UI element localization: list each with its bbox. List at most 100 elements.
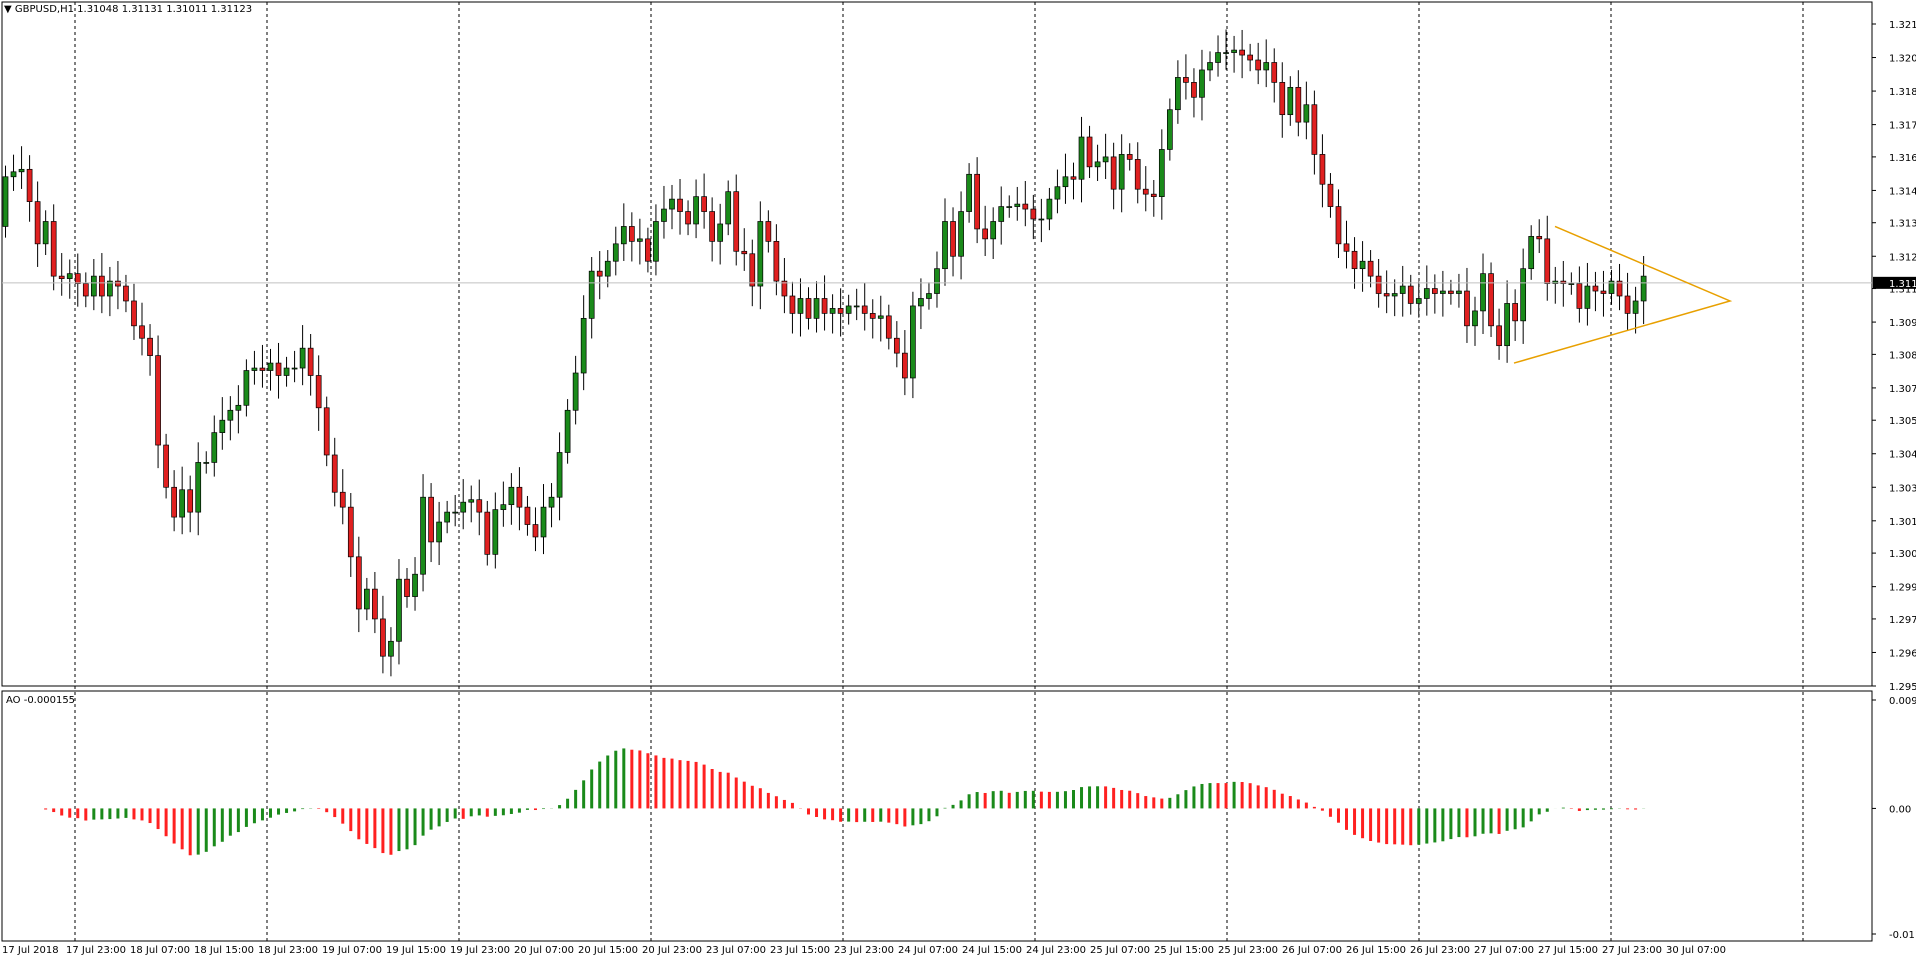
candle-body [82,283,89,297]
x-axis-label: 23 Jul 07:00 [706,945,766,956]
candle-body [1110,156,1117,190]
candle-body [1488,273,1494,327]
candle-body [749,253,756,287]
candle-body [1391,293,1398,297]
candle-body [1070,176,1077,180]
collapse-triangle-icon[interactable]: ▼ [4,4,12,15]
candle-body [540,506,547,538]
candle-body [34,201,41,245]
y-tick-label: 1.29900 [1889,583,1916,594]
candle-body [524,506,531,525]
candle-body [572,372,579,411]
candle-body [1062,176,1069,188]
candle-body [484,511,491,555]
candle-body [628,226,635,242]
candle-body [877,315,884,319]
candle-body [1183,77,1189,83]
candle-body [420,496,426,575]
x-axis-label: 27 Jul 23:00 [1602,945,1662,956]
candle-body [74,273,81,284]
candle-body [259,367,266,371]
y-tick-label: 1.31495 [1889,186,1916,197]
candle-body [364,588,370,610]
candle-body [1592,285,1599,292]
candle-body [974,173,980,230]
candle-body [1528,236,1535,270]
candle-body [1568,283,1575,285]
candle-body [645,238,651,262]
candle-body [107,280,113,297]
y-tick-label: 1.30570 [1889,416,1916,427]
candle-body [548,496,555,508]
x-axis-label: 24 Jul 07:00 [898,945,958,956]
y-tick-label: 1.30035 [1889,549,1916,560]
x-axis-label: 25 Jul 15:00 [1154,945,1214,956]
candle-body [195,462,202,513]
main-panel-frame [1,1,1873,687]
candle-body [942,221,948,270]
main-title: ▼ GBPUSD,H1 1.31048 1.31131 1.31011 1.31… [4,4,252,15]
candle-body [211,432,218,463]
candle-body [267,362,274,371]
candle-body [765,221,772,242]
candle-body [203,462,210,464]
candle-body [1584,285,1591,309]
candle-body [492,509,499,555]
candle-body [1239,49,1245,56]
candle-body [347,506,354,558]
candle-body [1086,136,1093,168]
x-axis-label: 20 Jul 07:00 [514,945,574,956]
candle-body [1407,285,1414,304]
candle-body [123,285,129,302]
x-axis-label: 18 Jul 07:00 [130,945,190,956]
x-axis-label: 25 Jul 07:00 [1090,945,1150,956]
candle-body [355,556,362,610]
current-price-label: 1.31123 [1889,279,1916,290]
candle-body [1448,290,1454,294]
x-axis-label: 19 Jul 07:00 [322,945,382,956]
ao-y-tick-label: -0.011496 [1889,930,1916,941]
candle-body [299,347,306,369]
candle-body [42,221,49,245]
candle-body [1158,149,1165,197]
candle-body [1520,268,1527,322]
candle-body [115,280,121,287]
candle-body [468,499,475,503]
x-axis-label: 26 Jul 15:00 [1346,945,1406,956]
candle-body [717,223,724,242]
y-tick-label: 1.30835 [1889,350,1916,361]
x-axis-label: 17 Jul 2018 [2,945,59,956]
candle-body [1078,136,1085,180]
candle-body [315,375,322,409]
candle-body [1166,109,1173,150]
candle-body [26,168,33,202]
candle-body [564,409,571,453]
candle-body [1199,69,1205,98]
candle-body [637,238,643,242]
candle-body [476,499,483,513]
candle-body [1006,206,1013,208]
candle-body [58,275,65,279]
candle-body [1142,188,1149,195]
candle-body [773,241,780,282]
candle-body [1191,82,1197,98]
x-axis-label: 27 Jul 07:00 [1474,945,1534,956]
x-axis-label: 20 Jul 23:00 [642,945,702,956]
candle-body [998,206,1005,222]
candle-body [1303,104,1310,123]
candle-body [235,404,242,411]
candle-body [757,221,764,287]
candle-body [460,501,467,513]
candle-body [99,275,105,297]
candle-body [155,355,161,446]
y-tick-label: 1.30700 [1889,384,1916,395]
y-tick-label: 1.32030 [1889,54,1916,65]
candle-body [1175,77,1181,111]
candle-body [821,298,828,314]
candle-body [1359,260,1366,270]
x-axis-label: 25 Jul 23:00 [1218,945,1278,956]
candle-body [1287,86,1294,116]
ao-y-tick-label: 0.009925 [1889,696,1916,707]
candle-body [331,454,338,493]
